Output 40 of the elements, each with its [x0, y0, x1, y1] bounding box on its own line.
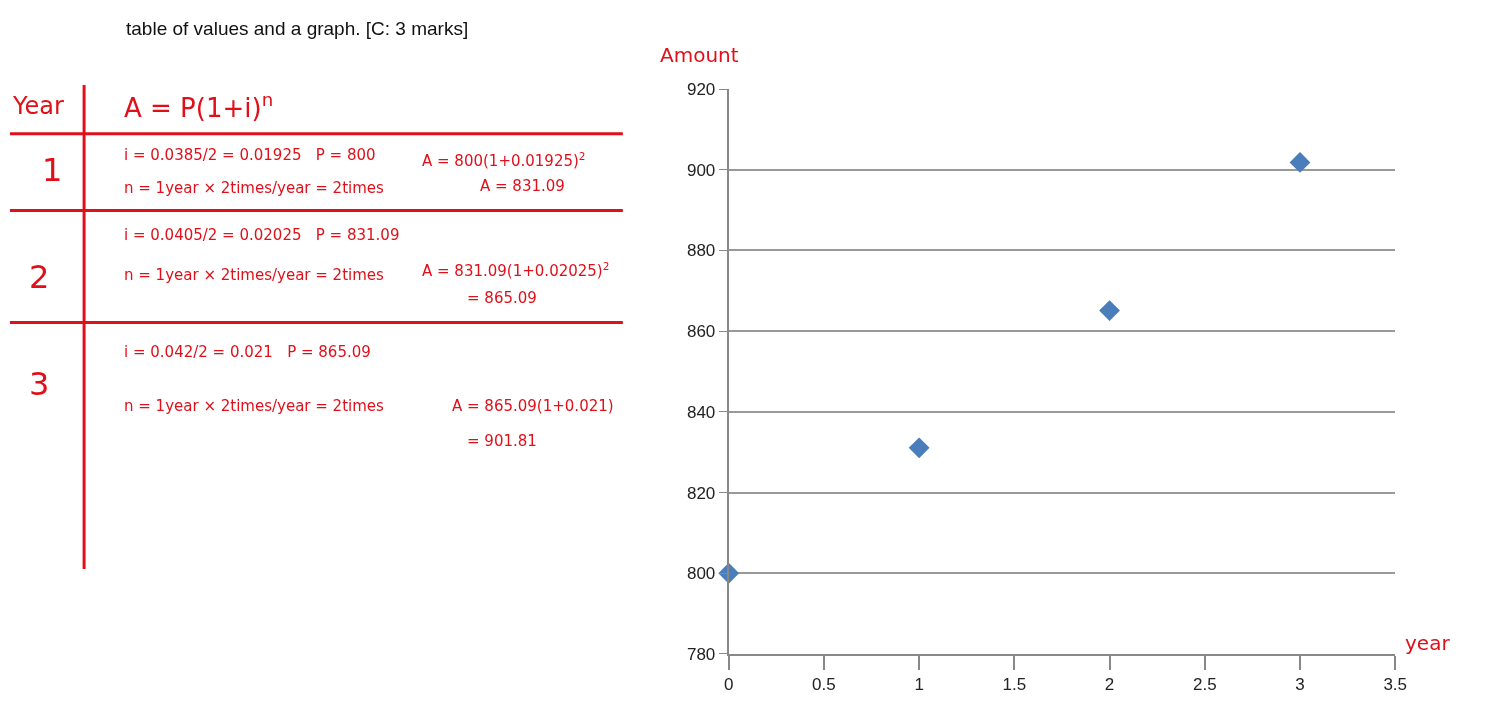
text: A = 865.09(1+0.021) — [452, 397, 614, 415]
text: table of values and a graph. [C: 3 marks] — [126, 18, 469, 39]
y-tick-label: 820 — [686, 483, 716, 503]
y-tick-label: 800 — [686, 564, 716, 584]
x-tick-label: 1.5 — [1002, 675, 1027, 695]
text: n = 1year × 2times/year = 2times — [124, 397, 385, 415]
text: i = 0.0405/2 = 0.02025 P = 831.09 — [124, 226, 400, 244]
x-tick-label: 3 — [1295, 675, 1305, 695]
y-tick-label: 840 — [686, 402, 716, 422]
text: n = 1year × 2times/year = 2times — [124, 179, 385, 197]
x-axis-title: year — [1405, 631, 1451, 655]
text: i = 0.042/2 = 0.021 P = 865.09 — [124, 343, 371, 361]
x-tick-label: 2 — [1104, 675, 1115, 695]
x-tick-label: 0 — [723, 675, 734, 695]
y-tick-label: 880 — [686, 241, 716, 261]
point — [1289, 152, 1311, 173]
point — [1099, 300, 1120, 321]
text: 3 — [29, 365, 50, 403]
y-tick-label: 900 — [686, 160, 716, 180]
y-tick-label: 860 — [686, 322, 716, 342]
point — [908, 437, 930, 459]
y-axis-title: Amount — [660, 43, 739, 67]
text: 2 — [602, 260, 610, 272]
x-tick-label: 2.5 — [1192, 675, 1217, 695]
text: 2 — [29, 258, 50, 296]
text: = 865.09 — [467, 289, 537, 307]
text: Year — [12, 92, 64, 120]
y-tick-label: 920 — [686, 79, 716, 99]
x-tick-label: 3.5 — [1383, 675, 1408, 695]
y-tick-label: 780 — [686, 644, 716, 664]
text: = 901.81 — [467, 432, 537, 450]
text: 1 — [42, 151, 63, 189]
text: n = 1year × 2times/year = 2times — [124, 266, 385, 284]
text: A = 800(1+0.01925)$^{2}$ — [422, 150, 586, 171]
text: A = 831.09 — [480, 177, 565, 195]
text: A = P(1+i)$^{n}$ — [124, 89, 274, 123]
text: i = 0.0385/2 = 0.01925 P = 800 — [124, 146, 376, 164]
x-tick-label: 0.5 — [812, 675, 836, 695]
x-tick-label: 1 — [914, 675, 924, 695]
text: A = 831.09(1+0.02025) — [422, 262, 603, 281]
